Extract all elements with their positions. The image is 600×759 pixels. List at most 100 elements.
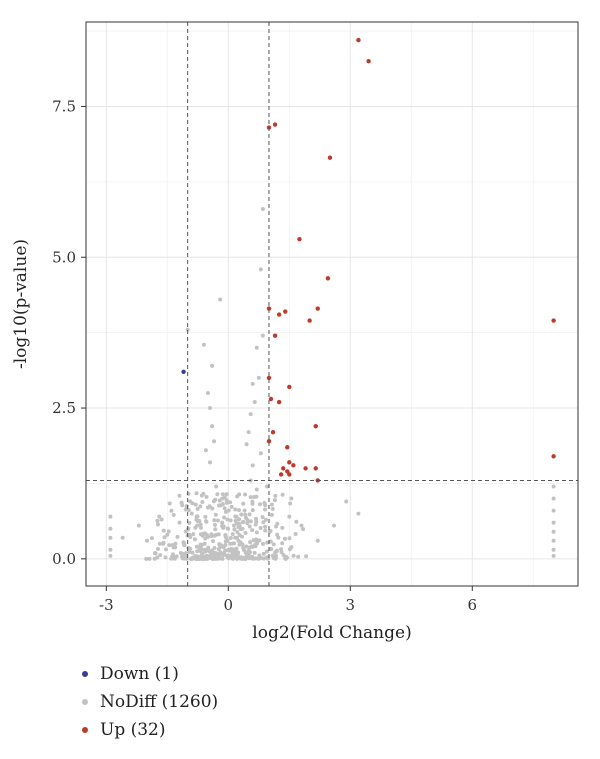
nodiff-cloud-point [304,554,309,559]
up-point [276,312,282,317]
nodiff-cloud-point [161,541,166,546]
nodiff-cloud-point [275,521,280,526]
nodiff-cloud-point [265,540,270,545]
up-point [287,384,292,390]
nodiff-cloud-point [197,546,202,551]
legend-item-down: Down (1) [82,660,218,688]
nodiff-cloud-point [234,556,239,561]
nodiff-point [275,532,280,537]
nodiff-point [136,523,141,528]
nodiff-point [214,532,219,537]
nodiff-cloud-point [233,507,238,512]
nodiff-point [218,544,223,549]
nodiff-cloud-point [169,508,174,513]
nodiff-cloud-point [296,554,301,559]
nodiff-cloud-point [287,536,292,541]
up-point [266,375,272,381]
nodiff-cloud-point [254,519,259,524]
nodiff-point [108,535,113,540]
nodiff-point [315,538,320,543]
nodiff-cloud-point [289,496,294,501]
up-point [270,429,276,435]
nodiff-cloud-point [232,527,237,532]
nodiff-point [177,520,182,525]
nodiff-point [108,526,113,531]
nodiff-cloud-point [187,532,192,537]
nodiff-cloud-point [211,539,216,544]
x-tick-label: -3 [99,596,114,614]
plot-panel [85,21,579,587]
nodiff-cloud-point [188,499,193,504]
nodiff-cloud-point [213,512,218,517]
nodiff-cloud-point [192,537,197,542]
nodiff-cloud-point [182,556,187,561]
nodiff-cloud-point [166,529,171,534]
nodiff-cloud-point [231,523,236,528]
nodiff-cloud-point [250,528,255,533]
threshold-lines [86,22,578,586]
nodiff-cloud-point [175,534,180,539]
nodiff-cloud-point [244,516,249,521]
nodiff-cloud-point [186,545,191,550]
nodiff-cloud-point [247,512,252,517]
up-point [303,466,308,471]
nodiff-cloud-point [258,502,263,507]
nodiff-point [234,514,239,519]
nodiff-cloud-point [147,556,152,561]
nodiff-cloud-point [163,555,168,560]
nodiff-cloud-point [263,528,268,533]
nodiff-cloud-point [279,547,284,552]
x-axis-ticks: -3 0 3 6 [99,586,477,614]
nodiff-cloud-point [204,519,209,524]
nodiff-cloud-point [206,555,211,560]
nodiff-cloud-point [293,531,298,536]
legend-label-up: Up (32) [100,720,166,740]
up-point [266,439,272,444]
nodiff-cloud-point [155,522,160,527]
panel-border [85,21,579,587]
nodiff-cloud-point [273,555,278,560]
nodiff-cloud-point [198,522,203,527]
nodiff-cloud-point [222,506,227,511]
nodiff-cloud-point [228,518,233,523]
nodiff-cloud-point [204,494,209,499]
nodiff-cloud-point [228,500,233,505]
nodiff-cloud-point [181,540,186,545]
nodiff-cloud-point [212,522,217,527]
nodiff-point [157,514,162,519]
nodiff-cloud-point [281,553,286,558]
nodiff-cloud-point [235,530,240,535]
nodiff-cloud-point [239,534,244,539]
up-point [281,466,286,471]
legend: Down (1) NoDiff (1260) Up (32) [82,660,218,744]
nodiff-point [226,547,231,552]
nodiff-cloud-point [194,491,199,496]
nodiff-cloud-point [269,512,274,517]
nodiff-cloud-point [270,506,275,511]
nodiff-cloud-point [152,551,157,556]
nodiff-cloud-point [210,506,215,511]
y-axis-ticks: 0.0 2.5 5.0 7.5 [52,97,86,568]
nodiff-cloud-point [194,517,199,522]
nodiff-point [242,508,247,513]
nodiff-cloud-point [211,499,216,504]
nodiff-cloud-point [195,523,200,528]
nodiff-point [173,541,178,546]
nodiff-points [108,206,556,561]
nodiff-cloud-point [254,516,259,521]
nodiff-cloud-point [250,501,255,506]
up-point [287,460,292,465]
nodiff-cloud-point [287,547,292,552]
nodiff-cloud-point [280,541,285,546]
nodiff-cloud-point [248,540,253,545]
nodiff-point [254,345,259,350]
nodiff-cloud-point [270,553,275,558]
nodiff-cloud-point [171,513,176,518]
nodiff-point [212,439,217,444]
nodiff-point [344,499,349,504]
nodiff-point [551,496,556,501]
nodiff-cloud-point [229,504,234,509]
legend-label-nodiff: NoDiff (1260) [100,692,219,712]
nodiff-cloud-point [291,553,296,558]
up-point [327,155,333,160]
